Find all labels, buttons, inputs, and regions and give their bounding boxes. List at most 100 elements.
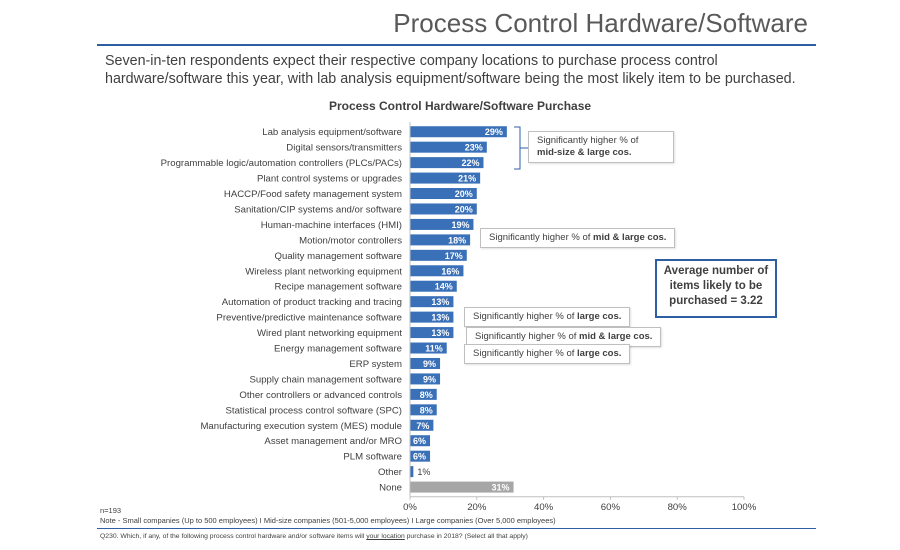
value-label: 20% bbox=[455, 204, 473, 214]
bar bbox=[410, 404, 437, 416]
value-label: 6% bbox=[413, 452, 426, 462]
value-label: 19% bbox=[451, 220, 469, 230]
category-label: Manufacturing execution system (MES) mod… bbox=[200, 421, 402, 432]
callout-hmi-bold: mid & large cos. bbox=[593, 232, 667, 243]
sample-size: n=193 bbox=[100, 506, 122, 515]
bar bbox=[410, 203, 477, 215]
category-label: Recipe management software bbox=[275, 282, 402, 293]
bar bbox=[410, 126, 507, 138]
average-line1: Average number of bbox=[663, 265, 769, 277]
x-tick-label: 100% bbox=[732, 502, 757, 513]
category-label: Sanitation/CIP systems and/or software bbox=[234, 204, 402, 215]
category-label: Energy management software bbox=[274, 344, 402, 355]
bar bbox=[410, 218, 474, 230]
callout-bracket bbox=[514, 126, 521, 170]
category-label: Lab analysis equipment/software bbox=[262, 127, 402, 138]
bar bbox=[410, 466, 414, 478]
bar bbox=[410, 234, 471, 246]
callout-wired-prefix: Significantly higher % of bbox=[475, 331, 580, 342]
bar bbox=[410, 435, 431, 447]
callout-preventive-bold: large cos. bbox=[577, 311, 622, 322]
bar bbox=[410, 296, 454, 308]
x-tick-label: 60% bbox=[601, 502, 621, 513]
page-title: Process Control Hardware/Software bbox=[393, 8, 808, 38]
category-label: None bbox=[379, 483, 402, 494]
value-label: 7% bbox=[416, 421, 429, 431]
value-label: 8% bbox=[420, 390, 433, 400]
title-divider bbox=[97, 44, 816, 46]
category-label: PLM software bbox=[343, 452, 402, 463]
bar bbox=[410, 481, 514, 493]
callout-energy-bold: large cos. bbox=[577, 348, 622, 359]
value-label: 9% bbox=[423, 359, 436, 369]
x-tick-label: 80% bbox=[668, 502, 688, 513]
value-label: 29% bbox=[485, 127, 503, 137]
callout-hmi-prefix: Significantly higher % of bbox=[489, 232, 594, 243]
category-label: Automation of product tracking and traci… bbox=[222, 297, 402, 308]
value-label: 1% bbox=[417, 467, 430, 477]
callout-energy-prefix: Significantly higher % of bbox=[473, 348, 578, 359]
category-label: ERP system bbox=[349, 359, 402, 370]
value-label: 14% bbox=[435, 282, 453, 292]
bar bbox=[410, 327, 454, 339]
bar bbox=[410, 265, 464, 277]
question-after: purchase in 2018? (Select all that apply… bbox=[404, 533, 528, 540]
callout-mid-large-line1: Significantly higher % of bbox=[537, 135, 639, 146]
bar bbox=[410, 311, 454, 323]
x-tick-label: 20% bbox=[467, 502, 487, 513]
callout-mid-large-line2: mid-size & large cos. bbox=[537, 147, 632, 158]
value-label: 13% bbox=[431, 313, 449, 323]
company-size-note: Note - Small companies (Up to 500 employ… bbox=[100, 516, 556, 525]
value-label: 11% bbox=[425, 344, 443, 354]
bar bbox=[410, 388, 437, 400]
x-tick-label: 0% bbox=[403, 502, 417, 513]
average-items-box: Average number of items likely to be pur… bbox=[655, 259, 777, 318]
average-line2: items likely to be bbox=[669, 280, 763, 292]
bar bbox=[410, 373, 441, 385]
x-tick-label: 40% bbox=[534, 502, 554, 513]
category-label: Supply chain management software bbox=[249, 374, 402, 385]
chart-title: Process Control Hardware/Software Purcha… bbox=[328, 99, 592, 113]
category-label: Plant control systems or upgrades bbox=[257, 174, 402, 185]
category-label: Preventive/predictive maintenance softwa… bbox=[216, 313, 402, 324]
footer-divider bbox=[97, 528, 816, 529]
category-label: Programmable logic/automation controller… bbox=[161, 158, 402, 169]
category-label: Statistical process control software (SP… bbox=[226, 405, 402, 416]
value-label: 13% bbox=[431, 328, 449, 338]
value-label: 18% bbox=[448, 235, 466, 245]
bar bbox=[410, 141, 487, 153]
value-label: 9% bbox=[423, 374, 436, 384]
category-label: Other bbox=[378, 467, 403, 478]
callout-preventive-prefix: Significantly higher % of bbox=[473, 311, 578, 322]
callout-wired-bold: mid & large cos. bbox=[579, 331, 653, 342]
bar bbox=[410, 280, 457, 292]
value-label: 17% bbox=[445, 251, 463, 261]
category-label: HACCP/Food safety management system bbox=[224, 189, 402, 200]
page-subtitle: Seven-in-ten respondents expect their re… bbox=[105, 53, 796, 87]
bar bbox=[410, 450, 431, 462]
bar bbox=[410, 357, 441, 369]
category-label: Quality management software bbox=[275, 251, 402, 262]
category-label: Digital sensors/transmitters bbox=[286, 143, 402, 154]
value-label: 6% bbox=[413, 436, 426, 446]
bar bbox=[410, 188, 477, 200]
category-label: Wired plant networking equipment bbox=[257, 328, 402, 339]
question-before: Q230. Which, if any, of the following pr… bbox=[100, 533, 367, 540]
value-label: 8% bbox=[420, 405, 433, 415]
bar bbox=[410, 157, 484, 169]
category-label: Motion/motor controllers bbox=[299, 235, 402, 246]
category-label: Asset management and/or MRO bbox=[264, 436, 402, 447]
value-label: 13% bbox=[431, 297, 449, 307]
bar bbox=[410, 249, 467, 261]
value-label: 21% bbox=[458, 174, 476, 184]
value-label: 20% bbox=[455, 189, 473, 199]
bar bbox=[410, 419, 434, 431]
category-label: Human-machine interfaces (HMI) bbox=[261, 220, 402, 231]
callout-energy: Significantly higher % of large cos. bbox=[464, 344, 631, 364]
callout-preventive: Significantly higher % of large cos. bbox=[464, 307, 631, 327]
value-label: 22% bbox=[461, 158, 479, 168]
callout-hmi: Significantly higher % of mid & large co… bbox=[480, 228, 676, 248]
value-label: 31% bbox=[492, 483, 510, 493]
question-underlined: your location bbox=[366, 533, 405, 540]
